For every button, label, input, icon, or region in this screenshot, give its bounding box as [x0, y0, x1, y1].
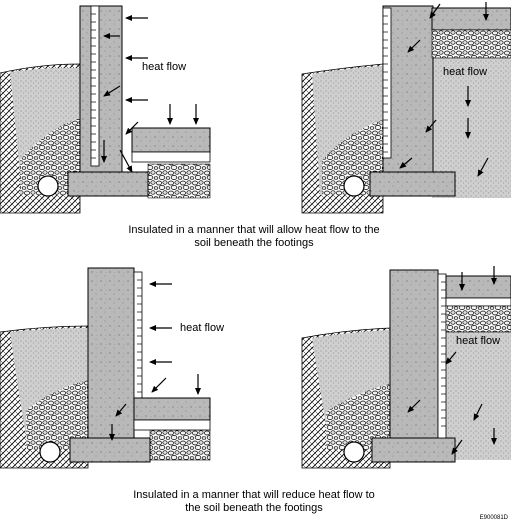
insulation-ticks — [441, 281, 446, 427]
gravel-under-slab — [431, 29, 511, 59]
gravel-wedge — [26, 380, 88, 450]
caption-top-line1: Insulated in a manner that will allow he… — [128, 224, 379, 236]
gravel-wedge — [20, 118, 80, 195]
caption-bottom-line2: the soil beneath the footings — [185, 502, 323, 514]
heat-flow-arrows — [407, 266, 497, 455]
heat-flow-label: heat flow — [456, 335, 500, 347]
foundation-wall — [87, 267, 135, 439]
slab-insulation — [445, 297, 511, 307]
floor-slab — [445, 275, 511, 299]
insulation-ticks — [383, 15, 388, 153]
drain-pipe — [343, 441, 365, 463]
footing — [69, 437, 151, 463]
heat-flow-label: heat flow — [142, 61, 186, 73]
heat-flow-label: heat flow — [180, 322, 224, 334]
panel-top-right: heat flow — [301, 2, 511, 214]
panel-bottom-right: heat flow — [301, 266, 511, 469]
gravel-under-slab — [445, 305, 511, 333]
panel-bottom-left: heat flow — [0, 267, 224, 469]
footing — [369, 171, 456, 197]
gravel-wedge — [326, 384, 390, 450]
footing — [371, 437, 456, 463]
interior-soil — [446, 330, 511, 460]
floor-slab — [133, 397, 211, 421]
slab-insulation — [133, 419, 211, 431]
insulation-strip — [382, 7, 392, 159]
footing — [67, 171, 149, 197]
heat-flow-arrows — [109, 281, 201, 441]
heat-flow-arrows — [399, 2, 489, 177]
insulation-ticks — [91, 13, 96, 159]
gravel-under-slab — [147, 163, 211, 199]
heat-flow-arrows — [101, 15, 199, 173]
foundation-wall — [389, 269, 439, 439]
floor-slab — [131, 127, 211, 153]
figure-code: E900081D — [480, 515, 509, 521]
floor-slab — [431, 7, 511, 31]
heat-flow-label: heat flow — [443, 66, 487, 78]
panel-top-left: heat flow — [0, 5, 211, 214]
slab-insulation — [131, 151, 211, 163]
caption-bottom-line1: Insulated in a manner that will reduce h… — [133, 489, 375, 501]
drain-pipe — [39, 441, 61, 463]
insulation-strip — [437, 273, 447, 439]
drain-pipe — [37, 175, 59, 197]
caption-top-line2: soil beneath the footings — [194, 237, 314, 249]
gravel-under-slab — [149, 429, 211, 461]
drain-pipe — [343, 175, 365, 197]
gravel-wedge — [322, 120, 383, 195]
